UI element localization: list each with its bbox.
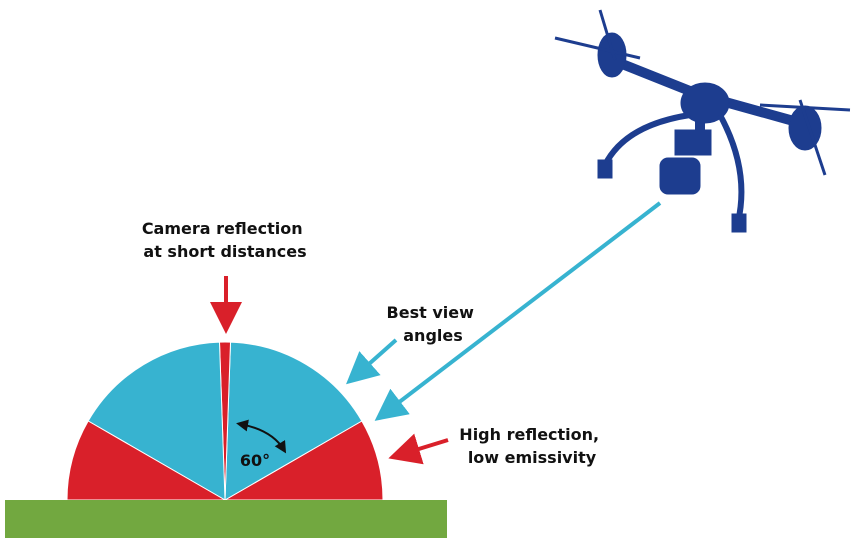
high-reflection-arrow	[396, 440, 448, 456]
best-view-label: Best view angles	[387, 303, 480, 345]
high-reflection-label: High reflection, low emissivity	[459, 425, 604, 467]
ground	[5, 500, 447, 538]
drone	[555, 10, 850, 232]
reflection-dome	[67, 342, 383, 500]
diagram: 60° Camera reflection at short distances…	[0, 0, 853, 538]
camera-reflection-label: Camera reflection at short distances	[142, 219, 308, 261]
angle-label: 60°	[240, 451, 270, 470]
view-arrow	[352, 340, 396, 379]
